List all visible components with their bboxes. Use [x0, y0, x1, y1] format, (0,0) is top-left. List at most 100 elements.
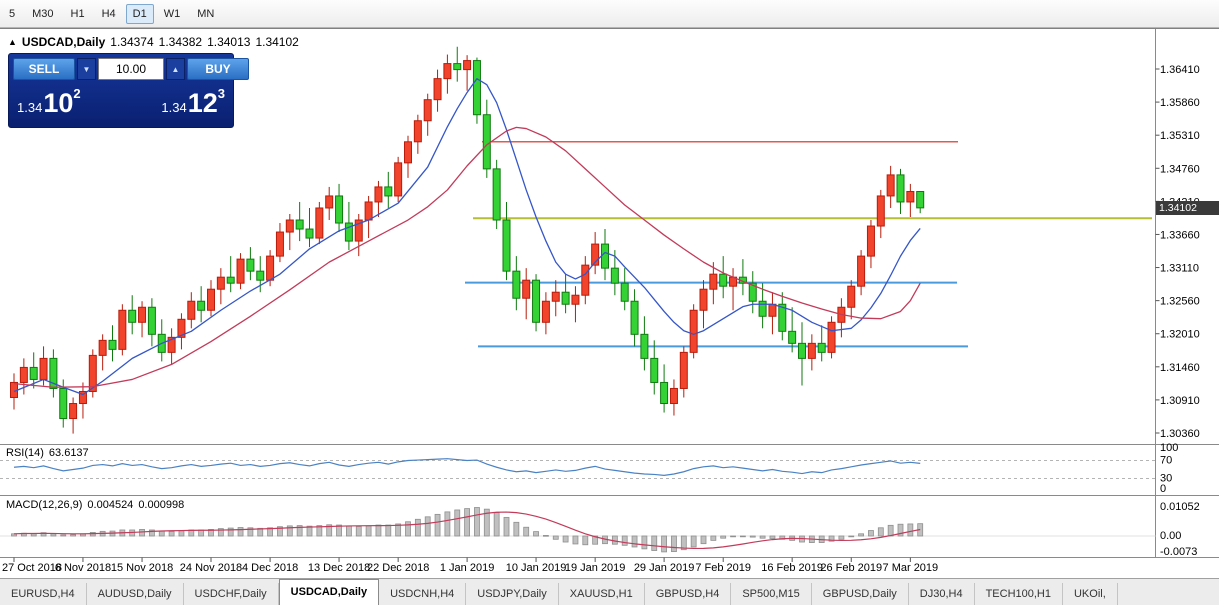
candle-body [591, 243, 600, 266]
candle-body [522, 279, 531, 299]
macd-histogram-bar [70, 534, 76, 537]
candle-body [98, 339, 107, 356]
one-click-trading-panel: SELL ▼ ▲ BUY 1.34 10 2 1.34 12 3 [8, 53, 249, 128]
tab-audusd-daily[interactable]: AUDUSD,Daily [86, 583, 184, 605]
candle-body [285, 219, 294, 233]
candle-body [39, 357, 48, 380]
candle-body [59, 387, 68, 420]
sell-button[interactable]: SELL [13, 58, 75, 80]
tab-usdcnh-h4[interactable]: USDCNH,H4 [379, 583, 467, 605]
macd-histogram-bar [286, 525, 293, 537]
timeframe-h1[interactable]: H1 [70, 7, 85, 20]
macd-axis-label: 0.01052 [1160, 501, 1200, 513]
rsi-line [13, 458, 921, 476]
macd-histogram-bar [464, 508, 471, 537]
candle-body [886, 174, 895, 197]
candle-body [689, 309, 698, 353]
macd-histogram-bar [572, 535, 579, 545]
timeframe-d1[interactable]: D1 [125, 3, 154, 24]
macd-histogram-bar [474, 507, 480, 537]
sell-price-pipette: 2 [73, 86, 81, 101]
candle-body [443, 63, 452, 80]
candle-body [551, 291, 560, 302]
candle-body [78, 390, 87, 405]
rsi-value: 63.6137 [48, 447, 89, 459]
timeframe-h4[interactable]: H4 [101, 7, 116, 20]
macd-histogram-bar [444, 511, 451, 537]
volume-input[interactable] [98, 58, 164, 80]
candle-body [216, 276, 225, 290]
buy-button[interactable]: BUY [187, 58, 249, 80]
candle-body [492, 168, 501, 221]
macd-histogram-bar [740, 535, 746, 538]
macd-histogram-bar [267, 527, 274, 537]
candle-body [335, 195, 344, 224]
timeframe-m30[interactable]: M30 [32, 7, 54, 20]
macd-histogram-bar [277, 526, 283, 537]
sell-price[interactable]: 1.34 10 2 [13, 83, 121, 123]
volume-decrease-icon[interactable]: ▼ [77, 58, 96, 80]
buy-price-main: 12 [187, 87, 218, 118]
macd-histogram-bar [671, 535, 677, 553]
tab-eurusd-h4[interactable]: EURUSD,H4 [0, 583, 87, 605]
macd-histogram-bar [680, 535, 687, 551]
tab-dj30-h4[interactable]: DJ30,H4 [908, 583, 975, 605]
macd-histogram-bar [759, 535, 766, 539]
candle-body [266, 255, 275, 281]
candle-body [315, 207, 324, 239]
tab-gbpusd-daily[interactable]: GBPUSD,Daily [811, 583, 909, 605]
candle-body [610, 267, 619, 284]
date-axis-label: 19 Jan 2019 [565, 562, 626, 574]
tab-gbpusd-h4[interactable]: GBPUSD,H4 [644, 583, 732, 605]
candle-body [798, 342, 806, 359]
tab-sp500-m15[interactable]: SP500,M15 [731, 583, 812, 605]
price-axis-label: 1.33660 [1160, 229, 1200, 241]
candle-body [29, 366, 38, 380]
macd-histogram-bar [868, 530, 874, 537]
tab-xauusd-h1[interactable]: XAUUSD,H1 [558, 583, 645, 605]
candle-body [571, 294, 580, 305]
candle-body [236, 258, 245, 284]
macd-histogram-bar [700, 535, 707, 545]
tab-ukoil[interactable]: UKOil, [1062, 583, 1118, 605]
tab-tech100-h1[interactable]: TECH100,H1 [974, 583, 1063, 605]
current-price-badge: 1.34102 [1156, 201, 1219, 215]
candlestick-chart[interactable]: 1.36410 1.35860 1.35310 1.34760 1.34 210 1.336… [0, 29, 1219, 578]
candle-body [69, 403, 78, 420]
candle-body [778, 303, 787, 332]
macd-histogram-bar [582, 535, 589, 546]
tab-usdchf-daily[interactable]: USDCHF,Daily [183, 583, 279, 605]
macd-histogram-bar [139, 529, 145, 537]
buy-price[interactable]: 1.34 12 3 [121, 83, 229, 123]
macd-histogram-bar [897, 523, 904, 537]
macd-histogram-bar [434, 513, 441, 537]
tab-usdcad-daily[interactable]: USDCAD,Daily [278, 579, 380, 605]
date-axis-label: 29 Jan 2019 [634, 562, 695, 574]
candle-body [364, 201, 373, 221]
buy-price-prefix: 1.34 [161, 99, 187, 115]
date-axis-label: 15 Nov 2018 [111, 562, 173, 574]
price-axis-label: 1.33110 [1160, 263, 1199, 275]
volume-increase-icon[interactable]: ▲ [166, 58, 185, 80]
candle-body [748, 282, 757, 302]
collapse-trade-panel-icon[interactable]: ▲ [8, 37, 17, 47]
timeframe-mn[interactable]: MN [197, 7, 215, 20]
candle-body [197, 300, 206, 311]
price-axis-label: 1.32010 [1160, 329, 1200, 341]
chart-window[interactable]: 1.36410 1.35860 1.35310 1.34760 1.34 210 1.336… [0, 28, 1219, 578]
timeframe-w1[interactable]: W1 [163, 7, 181, 20]
timeframe-5[interactable]: 5 [9, 7, 16, 20]
ohlc-open: 1.34374 [110, 35, 154, 49]
macd-histogram-bar [178, 530, 185, 537]
candle-body [384, 186, 393, 197]
date-axis-label: 13 Dec 2018 [308, 562, 370, 574]
price-axis-label: 1.35860 [1160, 97, 1200, 109]
date-axis-label: 26 Feb 2019 [820, 562, 882, 574]
rsi-axis-label: 30 [1160, 473, 1172, 485]
macd-histogram-bar [562, 535, 569, 543]
price-axis-label: 1.30910 [1160, 395, 1200, 407]
macd-histogram-bar [483, 508, 490, 537]
tab-usdjpy-daily[interactable]: USDJPY,Daily [466, 583, 559, 605]
date-axis-label: 4 Dec 2018 [242, 562, 298, 574]
candle-body [88, 354, 97, 392]
